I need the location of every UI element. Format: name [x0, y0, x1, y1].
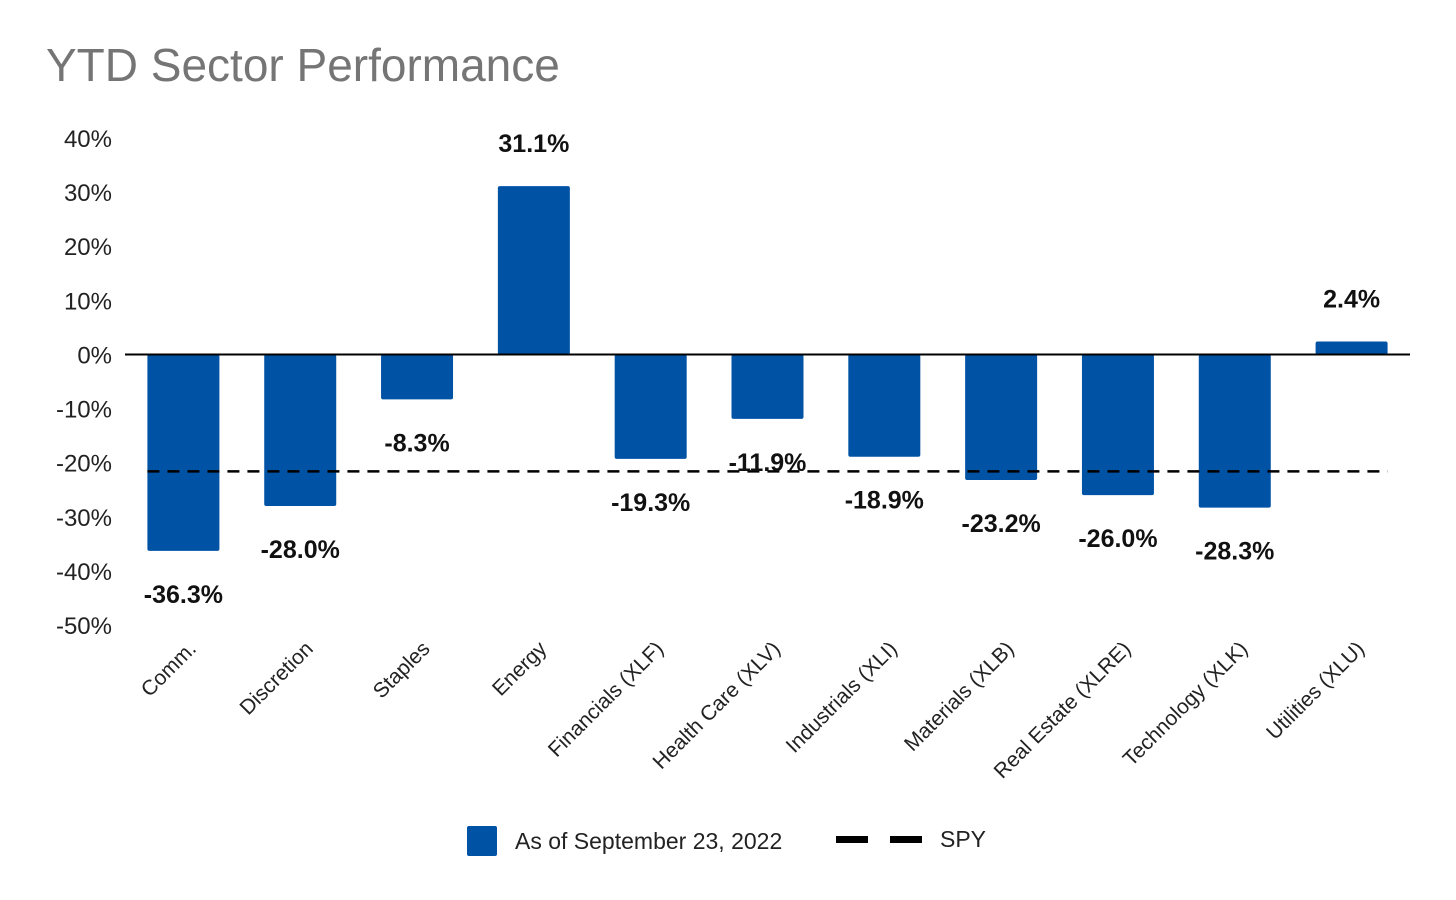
legend-item-spy: SPY: [836, 826, 986, 853]
data-label: -28.0%: [261, 536, 340, 564]
bar: [965, 354, 1038, 480]
data-label: -19.3%: [611, 489, 690, 517]
legend-dash: [890, 835, 922, 843]
y-tick-label: -20%: [56, 451, 112, 478]
x-tick-label: Financials (XLF): [544, 637, 668, 761]
y-tick-label: 40%: [64, 126, 112, 153]
y-tick-label: 30%: [64, 180, 112, 207]
data-label: -36.3%: [144, 581, 223, 609]
bar: [1198, 354, 1271, 508]
bar: [848, 354, 921, 457]
bar: [731, 354, 804, 419]
bar: [614, 354, 687, 459]
x-tick-label: Staples: [369, 637, 435, 703]
x-tick-label: Discretion: [235, 637, 317, 719]
x-tick-label: Utilities (XLU): [1262, 637, 1369, 744]
legend-swatch-bars: [467, 826, 497, 856]
data-label: 2.4%: [1323, 285, 1380, 313]
data-label: -26.0%: [1078, 525, 1157, 553]
y-tick-label: -50%: [56, 613, 112, 640]
data-label: -11.9%: [729, 449, 807, 477]
data-label: -18.9%: [845, 487, 924, 515]
legend-label-spy: SPY: [940, 826, 987, 852]
legend-swatch-spy: [836, 835, 922, 844]
y-tick-label: 0%: [77, 342, 112, 369]
x-tick-label: Technology (XLK): [1119, 637, 1252, 770]
chart-title: YTD Sector Performance: [46, 39, 560, 91]
x-tick-label: Energy: [488, 637, 552, 701]
data-label: 31.1%: [498, 130, 569, 158]
legend-item-bars: As of September 23, 2022: [467, 826, 782, 856]
data-label: -8.3%: [384, 429, 449, 457]
legend-dash: [836, 835, 868, 843]
x-tick-label: Materials (XLB): [900, 637, 1019, 756]
x-tick-label: Comm.: [137, 637, 201, 701]
data-label: -23.2%: [962, 510, 1041, 538]
legend: As of September 23, 2022 SPY: [0, 820, 1456, 860]
bar: [264, 354, 337, 506]
y-tick-label: -30%: [56, 505, 112, 532]
y-tick-label: 20%: [64, 234, 112, 261]
y-tick-label: 10%: [64, 288, 112, 315]
bar: [147, 354, 220, 551]
bar: [497, 186, 570, 355]
bar: [381, 354, 454, 400]
x-tick-label: Industrials (XLI): [782, 637, 902, 757]
bar: [1315, 341, 1388, 355]
legend-label-bars: As of September 23, 2022: [515, 827, 783, 854]
data-label: -28.3%: [1195, 538, 1274, 566]
y-tick-label: -10%: [56, 397, 112, 424]
x-tick-label: Health Care (XLV): [649, 637, 785, 773]
bar: [1081, 354, 1154, 496]
y-tick-label: -40%: [56, 559, 112, 586]
plot-area: 40% 30% 20% 10% 0% -10% -20% -30% -40% -50% -36.3%…: [56, 126, 1410, 783]
